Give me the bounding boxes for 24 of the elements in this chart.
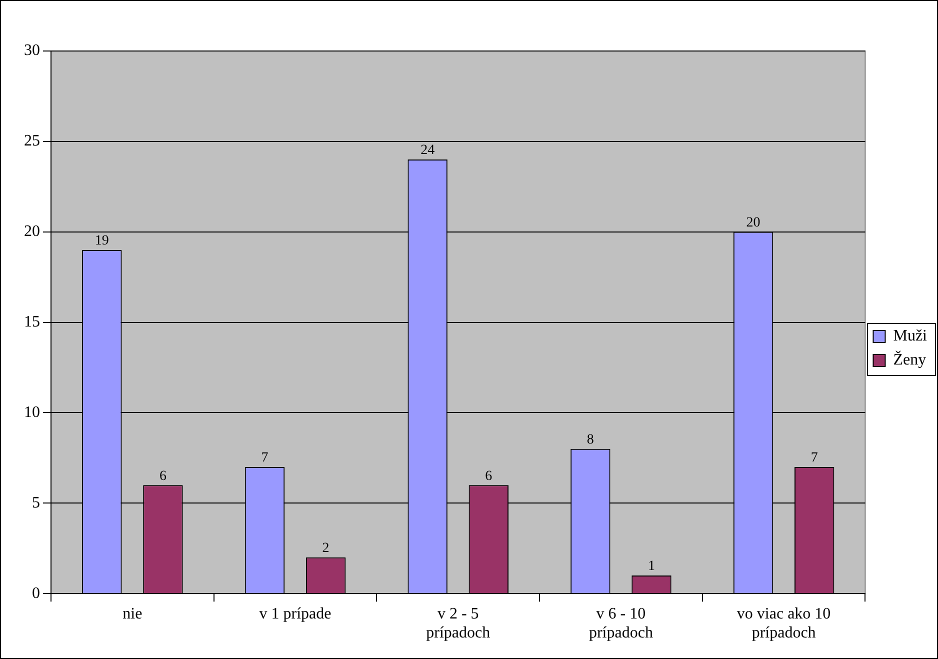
data-label: 19 (94, 234, 109, 249)
data-label: 1 (648, 559, 655, 574)
data-label: 2 (322, 541, 330, 556)
data-label: 7 (810, 450, 818, 466)
x-tick-label: vo viac ako 10 prípadoch (736, 605, 831, 642)
data-label: 24 (420, 143, 435, 158)
y-tick-label: 25 (24, 132, 40, 150)
y-tick-label: 20 (24, 223, 40, 240)
y-tick-label: 5 (32, 494, 40, 512)
data-label: 6 (159, 468, 166, 484)
data-label: 7 (261, 450, 268, 466)
x-tick-label: v 2 - 5 prípadoch (426, 605, 490, 642)
data-label: 6 (485, 468, 492, 484)
y-tick-label: 30 (24, 42, 40, 60)
x-tick-label: nie (122, 605, 142, 622)
legend-label: Ženy (893, 350, 926, 369)
y-tick-label: 10 (24, 404, 40, 421)
x-tick-label: v 1 prípade (259, 605, 332, 622)
y-tick-label: 0 (32, 584, 40, 602)
legend-label: Muži (893, 328, 928, 345)
y-tick-label: 15 (24, 314, 40, 331)
data-label: 8 (586, 432, 594, 448)
data-label: 20 (746, 216, 760, 231)
x-tick-label: v 6 - 10 prípadoch (588, 605, 653, 642)
